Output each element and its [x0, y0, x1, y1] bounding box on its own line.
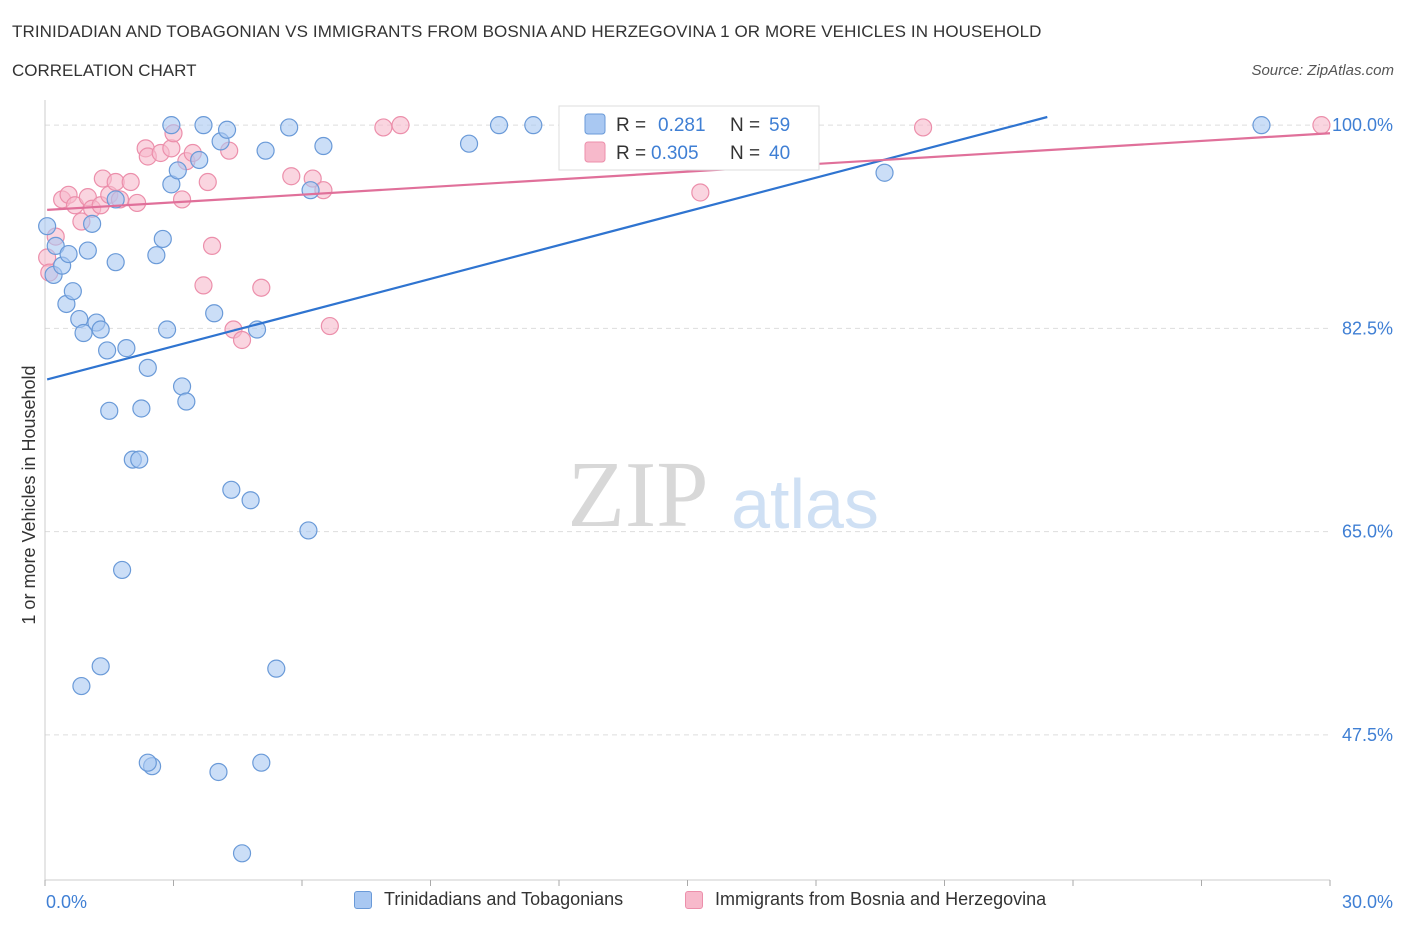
stats-swatch-blue [584, 113, 606, 135]
point-trinidad-42 [314, 136, 333, 156]
point-bosnia-26 [202, 236, 222, 256]
point-trinidad-4 [59, 244, 78, 264]
point-trinidad-17 [117, 339, 136, 358]
watermark-zip: ZIP [568, 443, 709, 547]
stats-n-label-blue: N = [730, 115, 760, 136]
point-trinidad-47 [209, 762, 228, 782]
legend-swatch-bosnia [685, 890, 703, 909]
point-trinidad-53 [489, 116, 509, 135]
point-trinidad-58 [1252, 116, 1271, 135]
point-bosnia-14 [121, 172, 140, 192]
point-trinidad-52 [459, 134, 479, 153]
gridlines [45, 124, 1330, 736]
point-trinidad-10 [83, 214, 102, 233]
point-trinidad-38 [256, 141, 275, 160]
point-trinidad-48 [252, 753, 271, 772]
x-tick-label-1: 30.0% [1342, 892, 1393, 912]
y-tick-label-1: 65.0% [1342, 522, 1393, 542]
point-trinidad-16 [106, 190, 125, 209]
x-tick-label-0: 0.0% [46, 892, 87, 912]
point-bosnia-29 [232, 330, 252, 350]
stats-n-value-blue: 59 [769, 115, 790, 136]
point-trinidad-27 [168, 161, 187, 180]
legend-swatch-trinidad [354, 890, 372, 909]
point-bosnia-36 [391, 116, 410, 135]
point-trinidad-35 [222, 480, 241, 499]
point-trinidad-23 [153, 229, 172, 249]
legend-item-trinidad[interactable]: Trinidadians and Tobagonians [354, 889, 623, 910]
point-trinidad-8 [74, 323, 93, 343]
y-axis-label: 1 or more Vehicles in Household [19, 365, 39, 624]
point-trinidad-29 [177, 392, 196, 411]
point-bosnia-25 [198, 172, 217, 192]
stats-r-value-pink: 0.305 [651, 143, 699, 164]
point-trinidad-50 [267, 659, 286, 678]
tick-labels: 47.5% 65.0% 82.5% 100.0% 0.0% 30.0% [46, 115, 1393, 912]
y-tick-label-3: 100.0% [1332, 115, 1393, 135]
point-trinidad-51 [112, 560, 132, 580]
y-tick-label-0: 47.5% [1342, 725, 1393, 745]
legend-label-trinidad: Trinidadians and Tobagonians [384, 889, 624, 909]
point-trinidad-39 [280, 118, 299, 137]
series-trinidad-points [38, 116, 1271, 863]
point-bosnia-39 [1312, 116, 1331, 135]
point-trinidad-21 [138, 358, 157, 377]
point-trinidad-6 [63, 282, 82, 301]
stats-r-label-blue: R = [616, 115, 646, 136]
point-trinidad-49 [232, 844, 252, 863]
point-trinidad-45 [72, 676, 91, 696]
watermark-atlas: atlas [731, 465, 879, 543]
point-trinidad-54 [524, 116, 543, 135]
point-trinidad-22 [147, 246, 166, 265]
source-credit: Source: ZipAtlas.com [1251, 62, 1394, 79]
point-bosnia-35 [374, 118, 393, 137]
stats-swatch-pink [584, 141, 606, 163]
point-trinidad-28 [172, 377, 192, 396]
point-trinidad-34 [217, 120, 237, 139]
stats-legend: R = 0.281 N = 59 R = 0.305 N = 40 [558, 105, 820, 171]
point-trinidad-9 [78, 241, 97, 260]
point-trinidad-20 [132, 399, 151, 418]
stats-n-value-pink: 40 [769, 143, 790, 164]
point-trinidad-26 [162, 116, 181, 135]
point-trinidad-0 [38, 217, 57, 236]
stats-r-label-pink: R = [616, 143, 646, 164]
point-trinidad-32 [205, 304, 224, 323]
trend-line-bosnia [47, 132, 1331, 212]
point-trinidad-15 [106, 253, 125, 272]
point-trinidad-12 [91, 320, 110, 339]
point-bosnia-31 [282, 167, 301, 186]
point-trinidad-19 [130, 450, 149, 469]
point-bosnia-38 [913, 118, 933, 137]
point-trinidad-44 [91, 657, 110, 676]
point-bosnia-21 [172, 190, 192, 209]
point-bosnia-24 [194, 276, 213, 295]
stats-n-label-pink: N = [730, 143, 760, 164]
trend-lines [46, 115, 1331, 381]
point-trinidad-13 [98, 341, 117, 360]
point-trinidad-14 [100, 401, 119, 420]
point-trinidad-41 [301, 181, 320, 200]
point-trinidad-30 [190, 150, 209, 170]
point-trinidad-24 [157, 320, 177, 339]
legend-item-bosnia[interactable]: Immigrants from Bosnia and Herzegovina [685, 889, 1046, 910]
point-trinidad-31 [194, 116, 213, 135]
point-bosnia-37 [691, 183, 710, 202]
point-trinidad-40 [299, 521, 318, 540]
chart-title: TRINIDADIAN AND TOBAGONIAN VS IMMIGRANTS… [12, 22, 1042, 41]
point-bosnia-34 [320, 316, 339, 336]
point-trinidad-2 [46, 236, 65, 256]
point-bosnia-19 [162, 139, 181, 158]
point-trinidad-46 [138, 753, 157, 772]
point-bosnia-15 [127, 193, 147, 213]
y-tick-label-2: 82.5% [1342, 318, 1393, 338]
legend-label-bosnia: Immigrants from Bosnia and Herzegovina [715, 889, 1047, 909]
point-bosnia-30 [252, 278, 271, 297]
point-trinidad-36 [241, 491, 260, 510]
chart-subtitle: CORRELATION CHART [12, 61, 197, 80]
point-trinidad-57 [875, 163, 894, 182]
series-legend: Trinidadians and Tobagonians Immigrants … [0, 889, 1406, 917]
stats-r-value-blue: 0.281 [658, 115, 706, 136]
